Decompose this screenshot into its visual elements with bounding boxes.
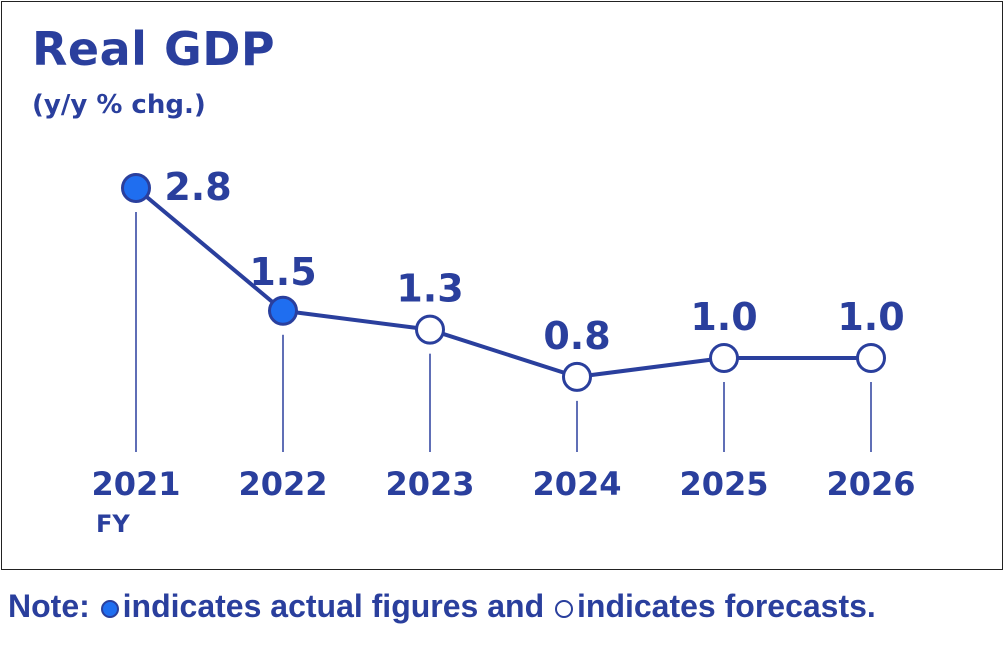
value-label-2023: 1.3: [396, 267, 463, 311]
forecast-point-2023: [415, 314, 445, 345]
x-tick-label-2022: 2022: [238, 465, 327, 503]
value-label-2024: 0.8: [543, 314, 610, 358]
forecast-point-2025: [709, 343, 739, 373]
forecast-point-2024: [562, 361, 592, 392]
note-forecast-text: indicates forecasts.: [577, 588, 876, 624]
note-actual-text: indicates actual figures and: [122, 588, 545, 624]
actual-marker-icon: [100, 600, 119, 618]
value-label-2021: 2.8: [164, 165, 231, 209]
x-tick-label-2024: 2024: [532, 465, 621, 503]
chart-title: Real GDP: [32, 22, 276, 76]
x-tick-label-2025: 2025: [679, 465, 768, 503]
chart-subtitle: (y/y % chg.): [32, 90, 206, 120]
value-label-2022: 1.5: [249, 250, 316, 294]
value-label-2025: 1.0: [690, 295, 757, 339]
x-tick-label-2026: 2026: [826, 465, 915, 503]
actual-point-2022: [268, 295, 298, 326]
actual-point-2021: [121, 173, 151, 203]
line-chart: 2.8 1.5 1.3 0.8 1.0 1.0 2021 2022 2023 2024 2025 20…: [91, 165, 915, 538]
legend-note: Note: indicates actual figures and indic…: [8, 588, 876, 625]
forecast-marker-icon: [555, 600, 573, 618]
chart-frame: [1, 1, 1003, 570]
value-label-2026: 1.0: [837, 295, 904, 339]
note-prefix: Note:: [8, 588, 90, 624]
forecast-point-2026: [856, 343, 886, 373]
series-line: [134, 186, 871, 379]
x-tick-label-2021: 2021: [91, 465, 180, 503]
x-axis-fy-label: FY: [96, 510, 130, 538]
x-tick-label-2023: 2023: [385, 465, 474, 503]
